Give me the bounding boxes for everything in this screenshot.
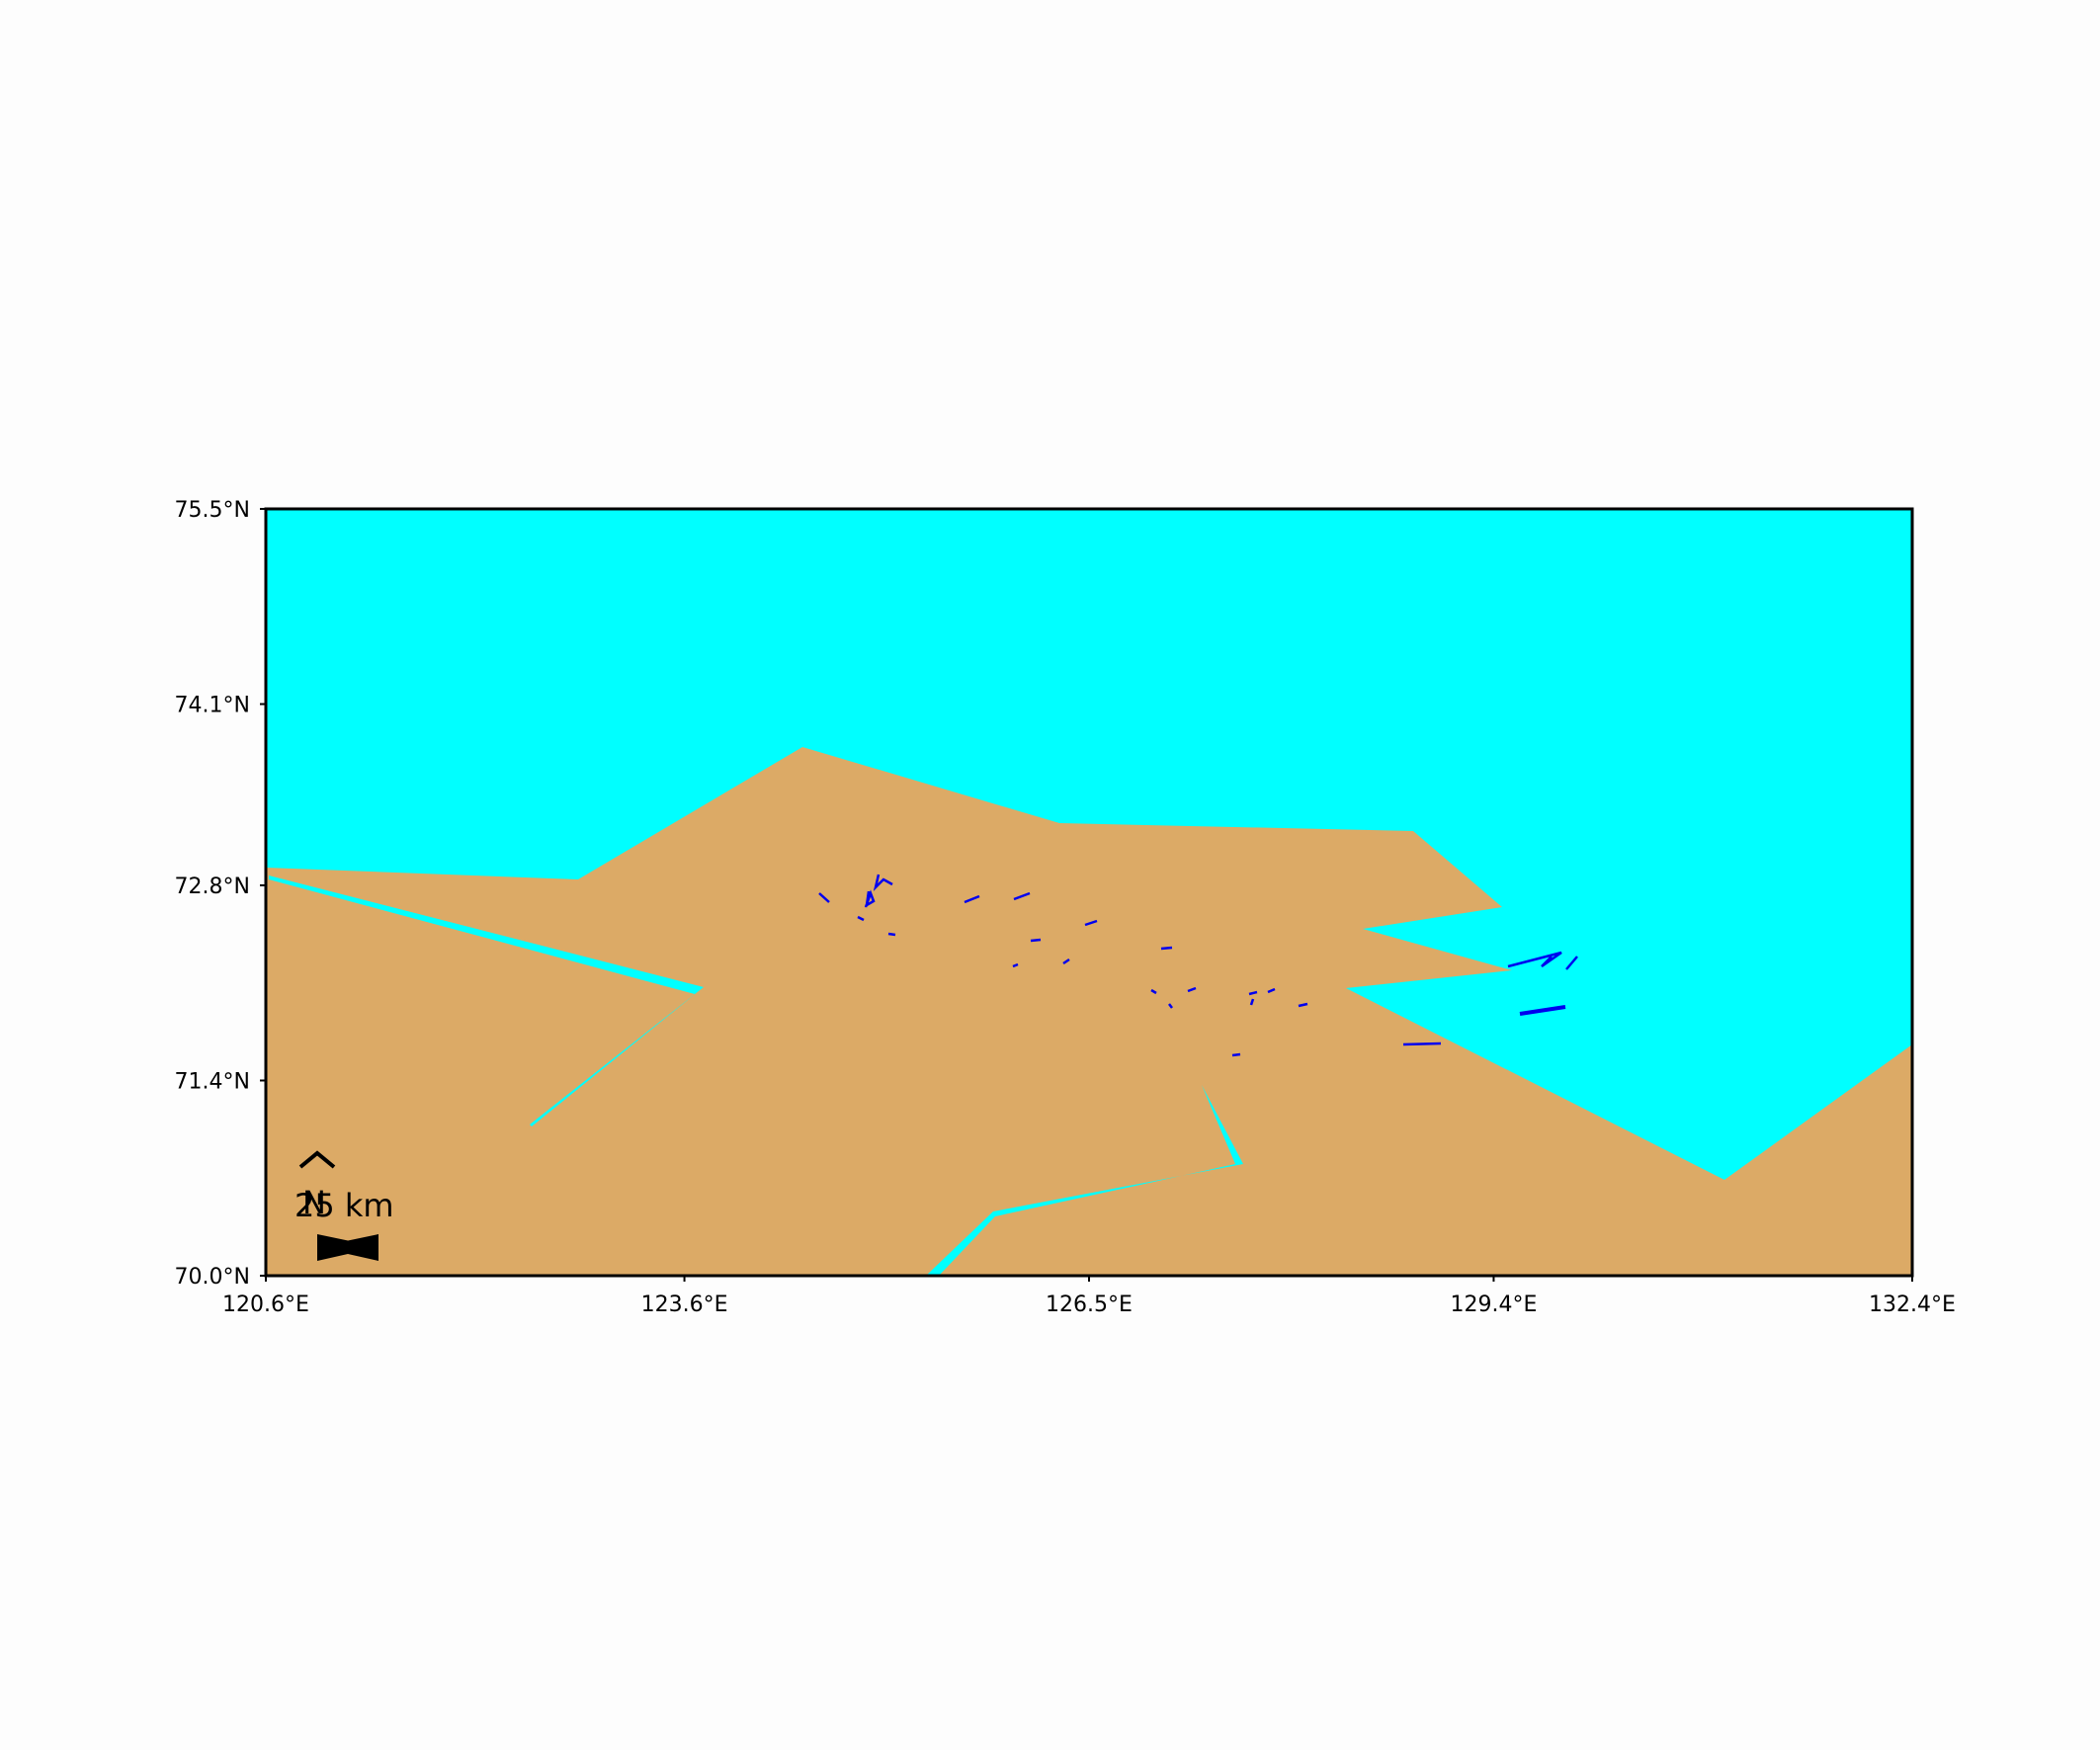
y-tick-label: 74.1°N — [175, 694, 250, 718]
river-segment — [1232, 1054, 1240, 1055]
y-tick-label: 70.0°N — [175, 1265, 250, 1290]
scale-bar-line — [317, 1245, 378, 1249]
y-tick-label: 71.4°N — [175, 1069, 250, 1094]
y-tick-label: 72.8°N — [175, 875, 250, 899]
x-tick-label: 132.4°E — [1869, 1292, 1956, 1317]
x-tick-label: 120.6°E — [222, 1292, 309, 1317]
river-segment — [1403, 1043, 1441, 1044]
map-area[interactable] — [266, 509, 1912, 1276]
x-tick-label: 123.6°E — [641, 1292, 728, 1317]
y-axis-ticks: 70.0°N 71.4°N 72.8°N 74.1°N 75.5°N — [175, 498, 266, 1290]
river-segment — [1031, 940, 1041, 941]
x-axis-ticks: 120.6°E 123.6°E 126.5°E 129.4°E 132.4°E — [222, 1276, 1956, 1317]
river-segment — [888, 934, 895, 935]
y-tick-label: 75.5°N — [175, 498, 250, 523]
scale-bar-label: 25 km — [294, 1187, 394, 1224]
x-tick-label: 129.4°E — [1450, 1292, 1537, 1317]
x-tick-label: 126.5°E — [1046, 1292, 1133, 1317]
river-segment — [1161, 948, 1172, 949]
